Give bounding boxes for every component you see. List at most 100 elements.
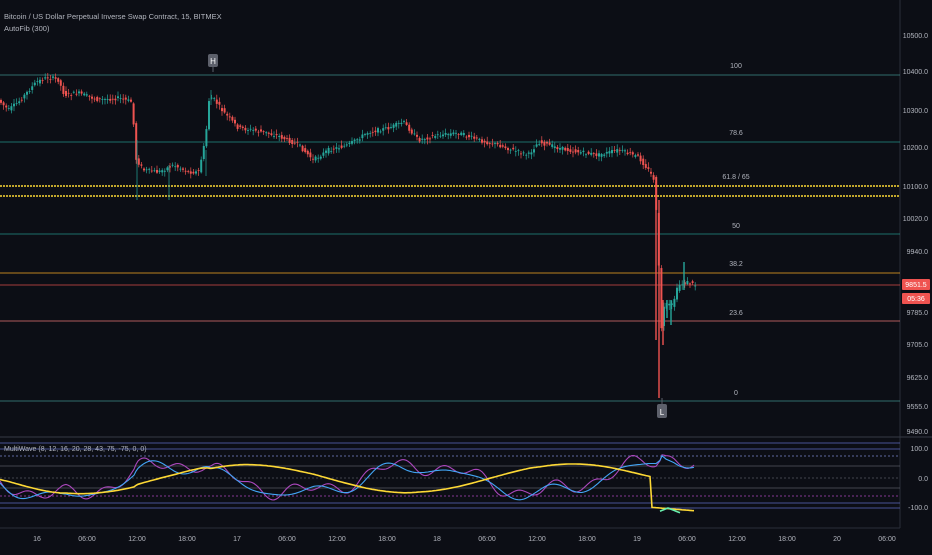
candle-body	[78, 91, 80, 94]
candle-body	[574, 149, 577, 153]
candle-body	[208, 101, 210, 130]
candle-body	[624, 150, 626, 152]
candle-body	[288, 137, 291, 143]
candle-body	[72, 91, 75, 93]
candle-body	[548, 142, 551, 145]
candle-body	[312, 158, 314, 160]
candle-body	[587, 151, 590, 154]
candle-body	[5, 105, 8, 108]
candle-body	[650, 171, 652, 174]
candle-body	[613, 150, 616, 151]
candle-body	[543, 141, 546, 146]
candle-body	[577, 150, 580, 153]
last-price-badge: 9851.5	[902, 279, 930, 290]
candle-body	[145, 169, 148, 171]
oscillator-pane[interactable]: 100.0 0.0 -100.0	[0, 442, 928, 514]
candle-body	[49, 78, 52, 80]
candle-body	[314, 156, 317, 161]
oscillator-wave-green	[659, 507, 681, 514]
time-tick: 19	[633, 536, 641, 543]
candle-body	[52, 76, 54, 78]
candle-body	[270, 133, 273, 136]
candle-body	[668, 303, 671, 306]
candle-body	[286, 138, 288, 140]
candle-body	[306, 150, 309, 155]
candle-body	[75, 93, 78, 95]
candle-body	[322, 152, 325, 156]
time-tick: 18	[433, 536, 441, 543]
candle-body	[629, 152, 632, 154]
candle-body	[327, 147, 330, 154]
low-marker-label: L	[660, 408, 665, 417]
candle-body	[442, 134, 444, 137]
candle-body	[616, 149, 619, 153]
candle-body	[626, 152, 629, 155]
candle-body	[553, 146, 556, 149]
candle-body	[410, 129, 413, 134]
symbol-title[interactable]: Bitcoin / US Dollar Perpetual Inverse Sw…	[4, 12, 222, 21]
price-tick: 9625.0	[907, 375, 929, 382]
candle-body	[59, 80, 62, 86]
candle-body	[332, 148, 335, 150]
candle-body	[304, 148, 307, 153]
candle-body	[392, 124, 395, 128]
candle-body	[44, 77, 47, 79]
candle-body	[301, 145, 304, 152]
candle-body	[70, 95, 73, 96]
candle-body	[483, 140, 486, 143]
candle-body	[15, 103, 18, 105]
candle-body	[296, 141, 299, 143]
candle-body	[91, 96, 93, 99]
candle-body	[369, 133, 372, 134]
candle-body	[189, 171, 192, 174]
candle-body	[670, 303, 673, 305]
candle-body	[213, 98, 216, 100]
candle-body	[405, 122, 408, 125]
time-axis[interactable]: 16 06:00 12:00 18:00 17 06:00 12:00 18:0…	[33, 536, 896, 543]
candle-body	[223, 108, 226, 113]
candle-body	[418, 138, 421, 142]
candle-body	[226, 113, 229, 116]
time-tick: 06:00	[278, 536, 296, 543]
candle-body	[642, 158, 645, 165]
candle-body	[234, 119, 236, 124]
candle-body	[106, 99, 109, 100]
candle-body	[174, 166, 177, 168]
high-marker[interactable]: H	[208, 54, 218, 72]
candle-body	[566, 148, 569, 151]
candle-body	[600, 154, 603, 157]
last-price-badge-text: 9851.5	[905, 282, 927, 289]
low-marker[interactable]: L	[657, 398, 667, 418]
price-axis[interactable]: 10500.0 10400.0 10300.0 10200.0 10100.0 …	[903, 33, 928, 436]
candle-body	[444, 133, 447, 135]
candle-body	[275, 134, 278, 136]
candle-body	[673, 298, 676, 307]
candle-body	[114, 98, 117, 101]
candle-body	[101, 99, 104, 100]
fib-label-38-2: 38.2	[729, 261, 743, 268]
candle-body	[494, 143, 496, 144]
time-tick: 18:00	[778, 536, 796, 543]
candle-body	[423, 139, 426, 141]
candle-body	[221, 108, 223, 112]
candle-body	[2, 102, 5, 106]
candle-body	[663, 306, 665, 327]
candle-body	[132, 103, 135, 125]
countdown-badge-bg	[902, 293, 930, 304]
candle-body	[520, 153, 522, 155]
candle-body	[535, 144, 538, 147]
indicator-label[interactable]: AutoFib (300)	[4, 24, 50, 33]
candle-body	[41, 80, 44, 82]
candle-body	[67, 92, 70, 94]
candle-body	[449, 133, 452, 136]
candle-body	[455, 132, 457, 134]
candle-body	[111, 98, 114, 100]
candle-body	[400, 122, 403, 125]
candlestick-series[interactable]	[0, 72, 697, 398]
candle-body	[197, 170, 200, 172]
candle-body	[18, 101, 21, 104]
candle-body	[254, 128, 257, 131]
oscillator-label[interactable]: MultiWave (8, 12, 16, 20, 28, 43, 75, -7…	[4, 446, 147, 453]
